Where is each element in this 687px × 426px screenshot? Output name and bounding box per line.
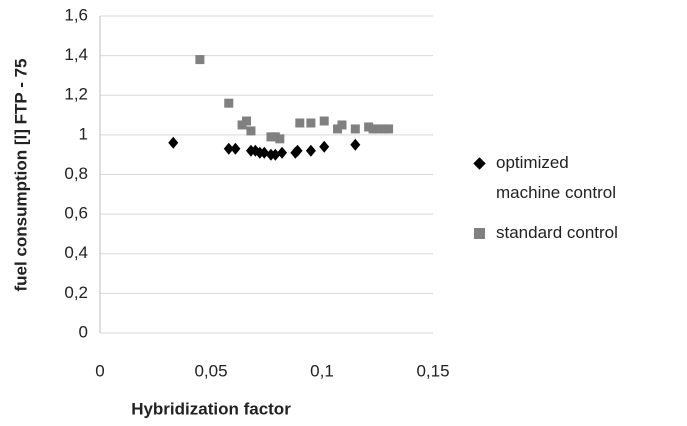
legend-symbol — [474, 228, 485, 239]
point — [246, 126, 256, 136]
legend: optimized machine control standard contro… — [473, 148, 636, 258]
point — [277, 146, 288, 159]
point — [350, 138, 361, 151]
y-tick-label: 0,4 — [64, 243, 88, 262]
point — [195, 55, 205, 65]
legend-item: optimized machine control — [473, 148, 636, 208]
y-tick-label: 0 — [79, 322, 88, 341]
point — [270, 148, 281, 161]
y-tick-label: 1 — [79, 124, 88, 143]
legend-symbol — [473, 157, 486, 170]
point — [350, 124, 360, 134]
point — [223, 142, 234, 155]
y-tick-label: 1,6 — [64, 5, 88, 24]
point — [292, 144, 303, 157]
y-tick-label: 0,6 — [64, 204, 88, 223]
legend-label: standard control — [496, 223, 618, 242]
point — [259, 146, 270, 159]
x-tick-label: 0,05 — [194, 361, 227, 380]
y-axis-title: fuel consumption [l] FTP - 75 — [11, 59, 30, 292]
point — [373, 124, 382, 134]
point — [319, 140, 330, 153]
x-tick-label: 0,1 — [310, 361, 334, 380]
x-axis-title: Hybridization factor — [131, 399, 291, 418]
point — [224, 98, 234, 108]
y-tick-label: 1,2 — [64, 85, 88, 104]
legend-item: standard control — [474, 218, 636, 248]
point — [305, 144, 316, 157]
point — [295, 118, 305, 128]
y-tick-label: 1,4 — [64, 45, 88, 64]
y-tick-label: 0,8 — [64, 164, 88, 183]
point — [168, 136, 179, 149]
point — [384, 124, 394, 134]
point — [230, 142, 241, 155]
legend-label: optimized machine control — [496, 153, 617, 202]
x-tick-label: 0,15 — [416, 361, 449, 380]
y-tick-label: 0,2 — [64, 283, 88, 302]
point — [337, 120, 347, 130]
point — [275, 134, 285, 144]
x-tick-label: 0 — [95, 361, 104, 380]
point — [242, 116, 252, 126]
point — [306, 118, 316, 128]
point — [319, 116, 329, 126]
